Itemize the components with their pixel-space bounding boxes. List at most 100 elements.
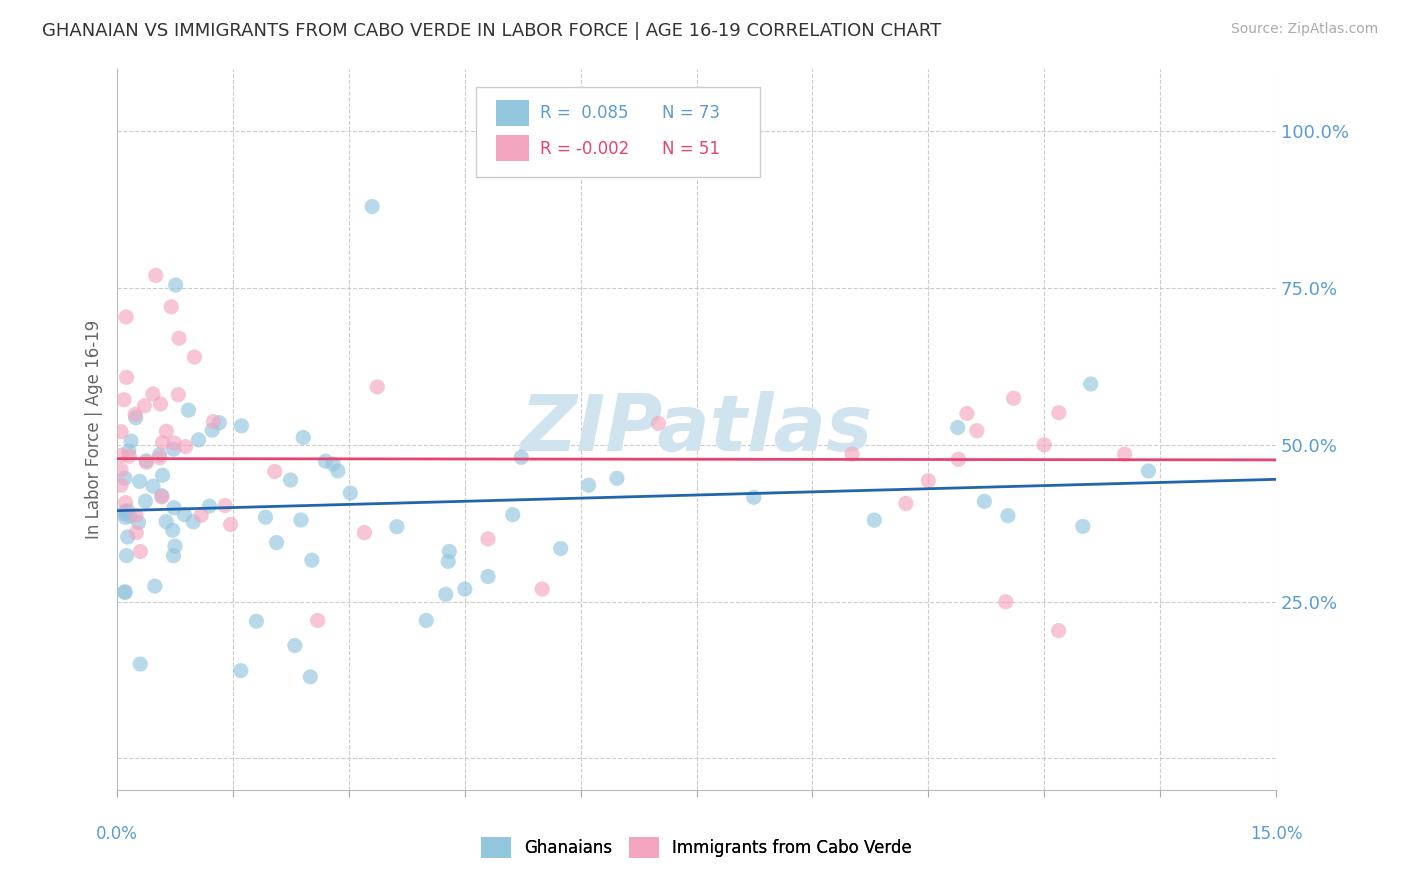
Point — [219, 517, 242, 532]
Point — [198, 499, 221, 513]
Point — [299, 670, 322, 684]
Point — [114, 495, 136, 509]
Point — [366, 380, 388, 394]
Point — [134, 494, 156, 508]
Point — [231, 418, 253, 433]
Point — [415, 614, 437, 628]
Point — [177, 403, 200, 417]
Point — [120, 434, 142, 449]
Point — [894, 496, 917, 510]
Point — [201, 423, 224, 437]
Y-axis label: In Labor Force | Age 16-19: In Labor Force | Age 16-19 — [86, 319, 103, 539]
Point — [742, 491, 765, 505]
Point — [149, 397, 172, 411]
Point — [163, 539, 186, 553]
Point — [155, 515, 177, 529]
Point — [129, 657, 152, 671]
Point — [531, 582, 554, 596]
Legend: Ghanaians, Immigrants from Cabo Verde: Ghanaians, Immigrants from Cabo Verde — [474, 830, 920, 864]
Point — [114, 584, 136, 599]
Point — [1033, 438, 1056, 452]
Point — [353, 525, 375, 540]
Point — [145, 268, 167, 283]
Point — [263, 465, 285, 479]
Point — [125, 508, 148, 523]
Point — [477, 569, 499, 583]
Point — [115, 549, 138, 563]
Point — [183, 350, 205, 364]
Point — [550, 541, 572, 556]
Text: GHANAIAN VS IMMIGRANTS FROM CABO VERDE IN LABOR FORCE | AGE 16-19 CORRELATION CH: GHANAIAN VS IMMIGRANTS FROM CABO VERDE I… — [42, 22, 942, 40]
Point — [114, 507, 136, 521]
Point — [163, 436, 186, 450]
Point — [647, 417, 669, 431]
Text: R =  0.085: R = 0.085 — [540, 104, 628, 122]
Point — [290, 513, 312, 527]
Point — [841, 447, 863, 461]
Point — [125, 410, 148, 425]
Point — [434, 587, 457, 601]
Point — [1114, 447, 1136, 461]
Point — [142, 387, 165, 401]
Point — [477, 532, 499, 546]
Point — [114, 585, 136, 599]
Point — [114, 510, 136, 524]
Point — [174, 440, 197, 454]
Point — [135, 455, 157, 469]
Text: Source: ZipAtlas.com: Source: ZipAtlas.com — [1230, 22, 1378, 37]
Point — [1047, 406, 1070, 420]
Point — [118, 508, 141, 523]
Point — [307, 614, 329, 628]
Point — [1071, 519, 1094, 533]
Point — [385, 519, 408, 533]
Point — [125, 525, 148, 540]
Point — [502, 508, 524, 522]
Point — [229, 664, 252, 678]
Point — [149, 450, 172, 465]
Point — [208, 416, 231, 430]
Point — [150, 490, 173, 504]
Point — [152, 468, 174, 483]
Text: N = 51: N = 51 — [662, 139, 720, 158]
Point — [142, 479, 165, 493]
Bar — [496, 135, 529, 161]
Point — [1002, 391, 1025, 405]
Point — [165, 278, 187, 293]
Point — [510, 450, 533, 465]
Point — [150, 489, 173, 503]
Text: R = -0.002: R = -0.002 — [540, 139, 630, 158]
FancyBboxPatch shape — [477, 87, 761, 177]
Point — [301, 553, 323, 567]
Point — [606, 471, 628, 485]
Point — [1047, 624, 1070, 638]
Point — [190, 508, 212, 523]
Point — [114, 504, 136, 518]
Point — [439, 544, 461, 558]
Point — [437, 554, 460, 568]
Text: 15.0%: 15.0% — [1250, 825, 1302, 844]
Point — [994, 595, 1017, 609]
Point — [115, 310, 138, 324]
Point — [160, 300, 183, 314]
Text: 0.0%: 0.0% — [96, 825, 138, 844]
Point — [245, 614, 267, 628]
Point — [111, 448, 134, 462]
Point — [162, 523, 184, 537]
Point — [148, 448, 170, 462]
Point — [284, 639, 307, 653]
Point — [292, 430, 315, 444]
Point — [110, 425, 132, 439]
Point — [973, 494, 995, 508]
Point — [1080, 376, 1102, 391]
Point — [948, 452, 970, 467]
Point — [124, 408, 146, 422]
Point — [112, 392, 135, 407]
Point — [143, 579, 166, 593]
Point — [128, 475, 150, 489]
Point — [115, 370, 138, 384]
Point — [173, 508, 195, 522]
Point — [114, 471, 136, 485]
Point — [361, 200, 384, 214]
Point — [214, 499, 236, 513]
Point — [187, 433, 209, 447]
